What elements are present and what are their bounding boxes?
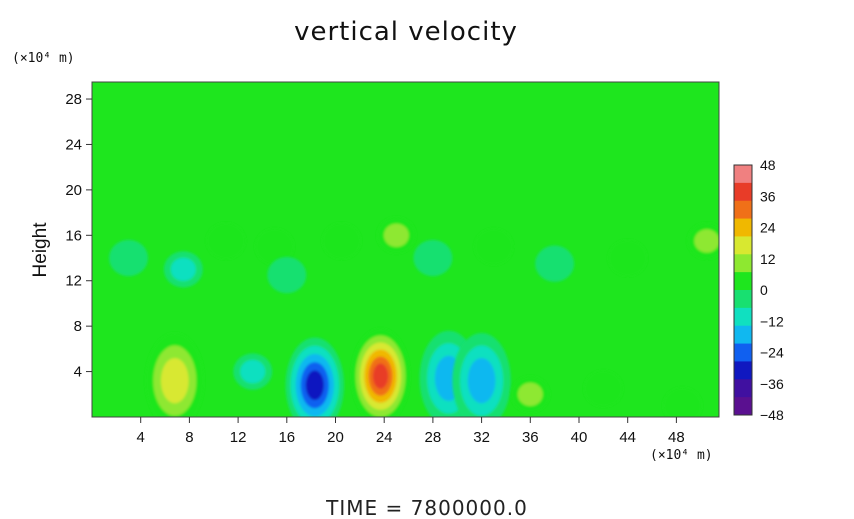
field-feature (285, 337, 345, 417)
x-tick-label: 4 (137, 429, 145, 446)
colorbar-segment (734, 254, 752, 273)
colorbar: 48 36 24 12 0 −12 −24 −36 −48 (733, 157, 784, 423)
field-contour (267, 256, 307, 294)
x-tick-label: 48 (668, 429, 685, 446)
colorbar-segment (734, 379, 752, 398)
field-feature (376, 217, 416, 254)
y-axis-label: Height (30, 222, 51, 278)
field-feature (267, 256, 307, 294)
field-contour (372, 363, 389, 389)
colorbar-tick-label: −12 (760, 313, 784, 329)
x-tick-label: 16 (278, 429, 295, 446)
colorbar-frame (733, 164, 753, 416)
x-axis: 4 8 12 16 20 24 28 32 36 40 44 48 (137, 417, 685, 446)
field-contour (413, 239, 453, 277)
x-tick-label: 24 (376, 429, 393, 446)
x-tick-label: 44 (619, 429, 636, 446)
y-tick-label: 8 (74, 318, 82, 335)
x-tick-label: 8 (185, 429, 193, 446)
x-tick-label: 36 (522, 429, 539, 446)
field-contour (305, 370, 324, 401)
y-tick-label: 16 (65, 227, 82, 244)
y-tick-label: 12 (65, 273, 82, 290)
field-feature (535, 245, 575, 282)
colorbar-segment (734, 200, 752, 220)
colorbar-segment (734, 325, 752, 345)
velocity-field (109, 217, 719, 417)
chart-title: vertical velocity (294, 17, 518, 47)
colorbar-segment (734, 182, 752, 202)
field-contour (467, 358, 496, 404)
field-feature (109, 239, 149, 277)
colorbar-segment (734, 290, 752, 309)
colorbar-tick-label: 24 (760, 220, 776, 236)
field-feature (663, 387, 702, 417)
field-feature (233, 353, 273, 390)
field-feature (206, 222, 246, 260)
plot-area (91, 81, 720, 418)
field-contour (694, 229, 719, 253)
plot-frame (91, 81, 720, 418)
field-feature (351, 328, 410, 417)
field-contour (474, 228, 514, 265)
field-feature (163, 251, 203, 288)
field-contour (322, 222, 362, 260)
y-tick-label: 4 (74, 364, 82, 381)
colorbar-segment (734, 361, 752, 380)
colorbar-tick-label: −48 (760, 407, 784, 423)
field-feature (145, 332, 204, 417)
field-feature (413, 239, 453, 277)
x-axis-unit: (×10⁴ m) (650, 448, 713, 463)
colorbar-segment (734, 343, 752, 362)
colorbar-segment (734, 236, 752, 255)
field-contour (583, 370, 623, 407)
field-feature (687, 222, 719, 260)
field-contour (206, 222, 246, 260)
field-feature (322, 222, 362, 260)
colorbar-tick-label: 48 (760, 157, 776, 173)
y-tick-label: 28 (65, 91, 82, 108)
x-tick-label: 20 (327, 429, 344, 446)
field-feature (583, 370, 623, 407)
x-tick-label: 28 (425, 429, 442, 446)
field-contour (663, 387, 702, 417)
x-tick-label: 32 (473, 429, 490, 446)
y-tick-label: 24 (65, 136, 82, 153)
colorbar-segment (734, 272, 752, 291)
field-feature (452, 332, 511, 417)
colorbar-segment (734, 397, 752, 416)
colorbar-tick-label: 0 (760, 282, 768, 298)
colorbar-segment (734, 218, 752, 237)
field-feature (608, 239, 648, 277)
field-feature (255, 228, 295, 265)
x-tick-label: 12 (230, 429, 247, 446)
time-label: TIME = 7800000.0 (325, 496, 528, 519)
field-contour (608, 239, 648, 277)
field-contour (170, 257, 196, 282)
x-tick-label: 40 (571, 429, 588, 446)
y-axis-unit: (×10⁴ m) (12, 51, 75, 66)
colorbar-segment (734, 307, 752, 327)
field-contour (160, 358, 189, 404)
field-contour (240, 359, 266, 384)
field-contour (517, 382, 543, 406)
colorbar-segment (734, 165, 752, 184)
field-feature (474, 228, 514, 265)
field-feature (510, 376, 550, 413)
field-contour (383, 223, 409, 247)
colorbar-tick-label: 36 (760, 188, 776, 204)
y-axis: 4 8 12 16 20 24 28 (65, 91, 92, 381)
field-contour (109, 239, 149, 277)
y-tick-label: 20 (65, 182, 82, 199)
field-contour (255, 228, 295, 265)
field-contour (535, 245, 575, 282)
colorbar-tick-label: −36 (760, 376, 784, 392)
colorbar-tick-label: 12 (760, 251, 776, 267)
colorbar-tick-label: −24 (760, 345, 784, 361)
